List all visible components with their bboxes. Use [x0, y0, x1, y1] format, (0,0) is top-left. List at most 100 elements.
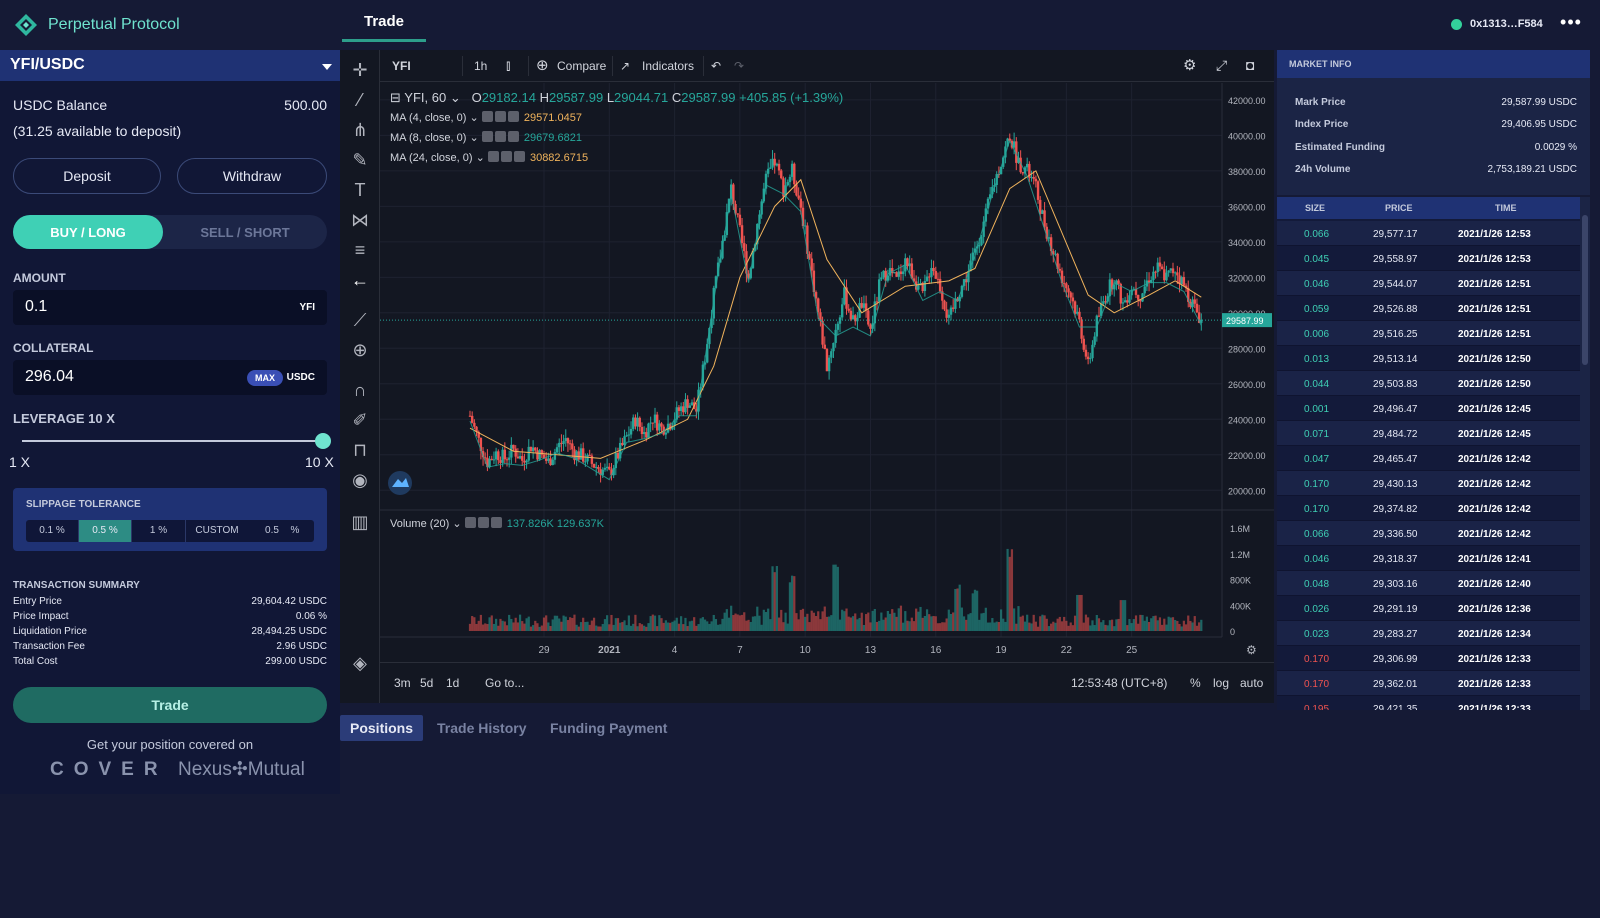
amount-field[interactable]: 0.1 YFI	[13, 290, 327, 325]
candle-body	[967, 271, 970, 283]
sell-short-button[interactable]: SELL / SHORT	[200, 225, 290, 240]
log-toggle[interactable]: log	[1213, 676, 1230, 690]
candle-body	[653, 414, 657, 423]
ruler-icon[interactable]: ⟋	[353, 310, 367, 330]
pitchfork-icon[interactable]: ⋔	[352, 120, 368, 140]
trend-line-icon[interactable]: ⁄	[358, 90, 362, 110]
close-icon[interactable]	[507, 111, 519, 122]
candle-body	[1060, 270, 1064, 284]
slippage-option-1[interactable]: 1 %	[132, 520, 186, 542]
settings-icon[interactable]	[481, 111, 493, 122]
eye-icon[interactable]	[494, 131, 506, 142]
lock-icon[interactable]: ⊓	[352, 440, 368, 460]
ma-label: MA (8, close, 0)	[390, 132, 467, 144]
magnet-icon[interactable]: ∩	[353, 380, 367, 400]
volume-bar	[555, 615, 559, 631]
pattern-icon[interactable]: ⋈	[351, 210, 369, 230]
compare-icon[interactable]: ⊕	[536, 57, 549, 74]
collateral-field[interactable]: 296.04 MAX USDC	[13, 360, 327, 395]
candlestick-chart[interactable]: 42000.00 40000.00 38000.00 36000.00 34000.00…	[380, 83, 1274, 662]
volume-bar	[791, 575, 794, 631]
recent-trades-list[interactable]: SIZE PRICE TIME 0.066 29,577.17 2021/1/26 …	[1277, 197, 1580, 710]
eye-icon[interactable]	[494, 111, 506, 122]
cover-logo[interactable]: COVER	[50, 759, 168, 780]
indicators-icon[interactable]: ↗	[620, 59, 631, 73]
pair-selector[interactable]: YFI/USDC	[0, 50, 340, 81]
tab-funding-payment[interactable]: Funding Payment	[550, 720, 668, 736]
leverage-slider-handle[interactable]	[315, 433, 331, 449]
volume-bar	[697, 624, 700, 631]
zoom-in-icon[interactable]: ⊕	[352, 340, 368, 360]
close-icon[interactable]	[507, 131, 519, 142]
volume-bar	[928, 614, 931, 631]
brush-icon[interactable]: ✎	[352, 150, 368, 170]
settings-icon[interactable]	[487, 151, 499, 162]
close-icon[interactable]	[490, 517, 502, 528]
goto-button[interactable]: Go to...	[485, 676, 525, 690]
amount-value[interactable]: 0.1	[25, 298, 48, 315]
eye-icon[interactable]	[477, 517, 489, 528]
slippage-option-0.1[interactable]: 0.1 %	[26, 520, 79, 542]
collateral-value[interactable]: 296.04	[25, 368, 74, 385]
volume-bar	[777, 617, 781, 631]
max-button[interactable]: MAX	[247, 370, 283, 386]
eye-icon[interactable]	[500, 151, 512, 162]
deposit-button[interactable]: Deposit	[13, 158, 161, 194]
indicators-button[interactable]: Indicators	[642, 59, 695, 73]
layers-icon[interactable]: ◈	[353, 653, 367, 673]
scrollbar-thumb[interactable]	[1582, 215, 1588, 365]
slippage-custom-input[interactable]: 0.5	[265, 525, 279, 536]
tab-trade[interactable]: Trade	[342, 0, 426, 42]
compare-button[interactable]: Compare	[557, 59, 607, 73]
trash-icon[interactable]: ▥	[351, 512, 369, 532]
range-1d-button[interactable]: 1d	[446, 676, 460, 690]
fib-icon[interactable]: ≡	[354, 240, 366, 260]
trade-button[interactable]: Trade	[13, 687, 327, 723]
range-5d-button[interactable]: 5d	[420, 676, 434, 690]
auto-toggle[interactable]: auto	[1240, 676, 1264, 690]
collapse-icon[interactable]: ⊟	[390, 90, 401, 105]
chevron-down-icon[interactable]: ⌄	[446, 90, 461, 105]
slippage-option-custom[interactable]: CUSTOM	[195, 525, 239, 536]
chart-clock[interactable]: 12:53:48 (UTC+8)	[1071, 676, 1168, 690]
tab-trade-history[interactable]: Trade History	[437, 720, 527, 736]
interval-button[interactable]: 1h	[474, 59, 488, 73]
lock-pen-icon[interactable]: ✐	[352, 410, 368, 430]
nexus-mutual-logo[interactable]: Nexus✣Mutual	[178, 759, 305, 780]
candle-body	[923, 281, 927, 292]
eye-icon[interactable]: ◉	[352, 470, 368, 490]
close-icon[interactable]	[513, 151, 525, 162]
candle-body	[1045, 226, 1048, 239]
candle-type-icon[interactable]: ⫾	[506, 57, 511, 73]
fullscreen-icon[interactable]: ⤢	[1216, 57, 1228, 73]
arrow-back-icon[interactable]: ←	[351, 270, 369, 290]
text-icon[interactable]: T	[354, 180, 366, 200]
redo-icon[interactable]: ↷	[734, 59, 745, 73]
percent-toggle[interactable]: %	[1190, 676, 1201, 690]
leverage-slider-track[interactable]	[22, 440, 326, 442]
tab-positions[interactable]: Positions	[340, 715, 424, 741]
settings-icon[interactable]	[481, 131, 493, 142]
trades-scrollbar[interactable]	[1580, 197, 1590, 710]
volume-bar	[717, 624, 720, 631]
settings-icon[interactable]	[464, 517, 476, 528]
settings-gear-icon[interactable]: ⚙	[1183, 57, 1197, 74]
camera-icon[interactable]: ◘	[1246, 57, 1255, 73]
buy-long-button[interactable]: BUY / LONG	[13, 215, 163, 249]
undo-icon[interactable]: ↶	[711, 59, 722, 73]
candle-body	[1180, 277, 1183, 284]
ma-label: MA (4, close, 0)	[390, 112, 467, 124]
wallet-address[interactable]: 0x1313…F584	[1470, 18, 1543, 30]
slippage-option-0.5[interactable]: 0.5 %	[79, 520, 132, 542]
trade-row: 0.170 29,374.82 2021/1/26 12:42	[1277, 496, 1580, 521]
brand-name[interactable]: Perpetual Protocol	[48, 16, 180, 33]
range-3m-button[interactable]: 3m	[394, 676, 411, 690]
volume-bar	[923, 615, 926, 631]
withdraw-button[interactable]: Withdraw	[177, 158, 327, 194]
price-chart[interactable]: YFI 1h ⫾ ⊕ Compare ↗ Indicators ↶ ↷ ⚙ ⤢ …	[380, 50, 1274, 703]
chart-symbol[interactable]: YFI	[392, 59, 411, 73]
crosshair-icon[interactable]: ✛	[352, 60, 368, 80]
volume-bar	[915, 608, 918, 631]
more-dots-icon[interactable]: •••	[1560, 12, 1582, 32]
diamond-logo-icon[interactable]	[14, 13, 38, 37]
